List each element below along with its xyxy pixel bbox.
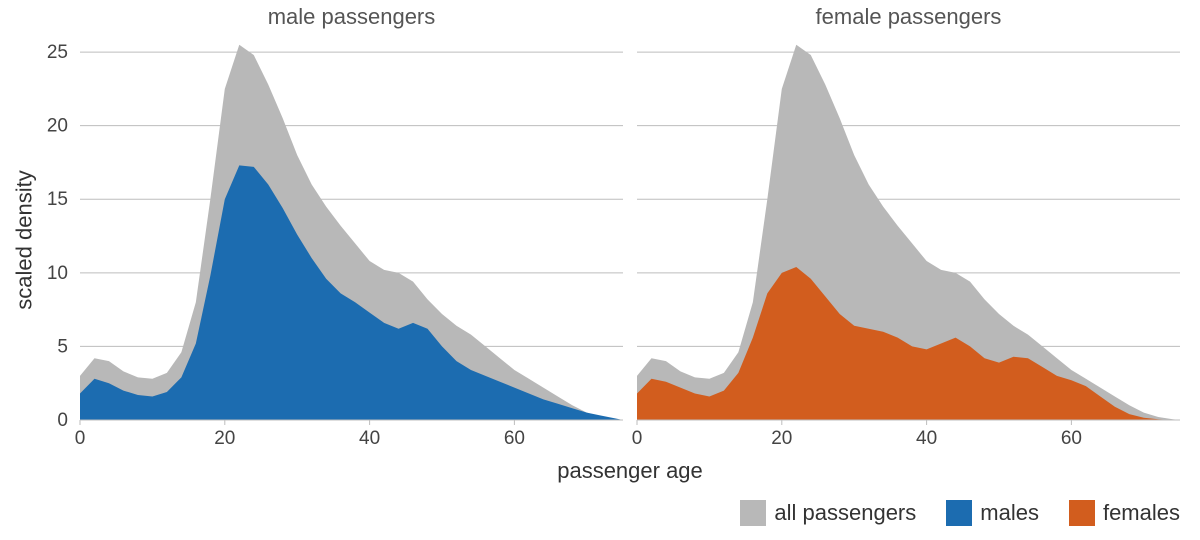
legend-swatch — [1069, 500, 1095, 526]
x-tick-label: 20 — [214, 428, 235, 449]
x-tick-label: 20 — [771, 428, 792, 449]
legend-item: males — [946, 500, 1039, 526]
panel-right-plot: 0204060 — [637, 30, 1180, 450]
legend-label: males — [980, 500, 1039, 526]
legend-item: females — [1069, 500, 1180, 526]
x-tick-label: 40 — [916, 428, 937, 449]
legend-item: all passengers — [740, 500, 916, 526]
y-tick-label: 5 — [57, 336, 68, 357]
x-tick-label: 0 — [632, 428, 643, 449]
panel-left-plot: 02040600510152025 — [80, 30, 623, 450]
x-tick-label: 60 — [1061, 428, 1082, 449]
legend-swatch — [740, 500, 766, 526]
x-tick-label: 40 — [359, 428, 380, 449]
legend-label: females — [1103, 500, 1180, 526]
panel-left-title: male passengers — [80, 4, 623, 30]
x-axis-label: passenger age — [80, 458, 1180, 484]
panel-left: male passengers 02040600510152025 — [80, 30, 623, 450]
y-tick-label: 10 — [47, 263, 68, 284]
y-tick-label: 0 — [57, 410, 68, 431]
panel-right: female passengers 0204060 — [637, 30, 1180, 450]
x-tick-label: 60 — [504, 428, 525, 449]
y-tick-label: 25 — [47, 42, 68, 63]
legend-swatch — [946, 500, 972, 526]
y-tick-label: 20 — [47, 116, 68, 137]
legend: all passengers males females — [740, 500, 1180, 526]
legend-label: all passengers — [774, 500, 916, 526]
panel-right-title: female passengers — [637, 4, 1180, 30]
y-tick-label: 15 — [47, 189, 68, 210]
y-axis-label: scaled density — [12, 170, 38, 309]
figure-root: scaled density male passengers 0 20 40 60 0 5… — [0, 0, 1200, 540]
y-axis-label-container: scaled density — [10, 30, 40, 450]
panel-row: male passengers 02040600510152025 female… — [80, 30, 1180, 450]
x-tick-label: 0 — [75, 428, 86, 449]
